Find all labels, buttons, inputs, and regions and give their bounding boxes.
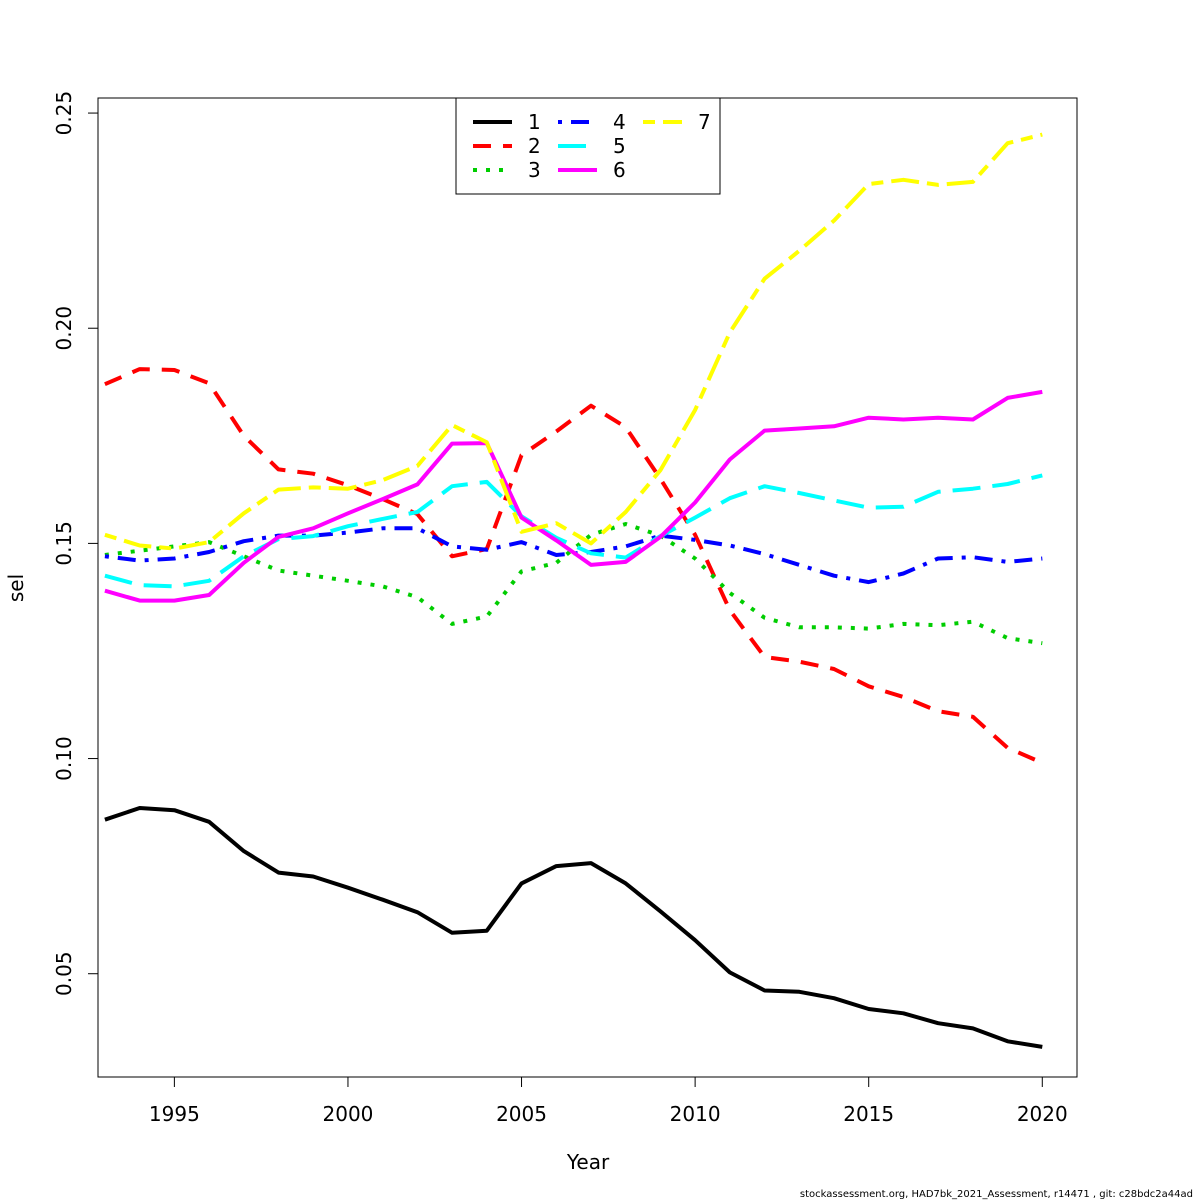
legend: 123 456 7: [455, 97, 721, 195]
legend-label-4: 4: [613, 110, 626, 134]
x-axis: 1995 2000 2005 2010 2015 2020: [149, 1076, 1068, 1126]
plot-frame: [97, 97, 1078, 1078]
y-tick-label: 0.25: [52, 91, 76, 136]
x-tick-label: 2000: [323, 1102, 374, 1126]
legend-label-7: 7: [698, 110, 711, 134]
x-tick-label: 1995: [149, 1102, 200, 1126]
x-tick-label: 2020: [1017, 1102, 1068, 1126]
y-tick-label: 0.10: [52, 736, 76, 781]
y-tick-label: 0.05: [52, 951, 76, 996]
y-tick-label: 0.20: [52, 306, 76, 351]
series-line-4: [104, 526, 1043, 585]
legend-label-2: 2: [528, 134, 541, 158]
series-line-5: [104, 473, 1043, 589]
footer-text: stockassessment.org, HAD7bk_2021_Assessm…: [800, 1189, 1193, 1200]
y-axis: 0.05 0.10 0.15 0.20 0.25: [52, 91, 99, 996]
series-line-6: [104, 389, 1043, 603]
y-axis-label: sel: [4, 574, 28, 602]
legend-label-1: 1: [528, 110, 541, 134]
x-tick-label: 2005: [496, 1102, 547, 1126]
y-tick-label: 0.15: [52, 521, 76, 566]
series-line-7: [104, 132, 1043, 551]
legend-label-5: 5: [613, 134, 626, 158]
legend-label-3: 3: [528, 158, 541, 182]
legend-label-6: 6: [613, 158, 626, 182]
legend-box: [455, 97, 721, 195]
series-lines: [104, 132, 1044, 1049]
x-tick-label: 2015: [843, 1102, 894, 1126]
series-line-1: [104, 806, 1043, 1049]
x-tick-label: 2010: [670, 1102, 721, 1126]
x-axis-label: Year: [566, 1150, 610, 1174]
series-line-2: [104, 367, 1044, 765]
